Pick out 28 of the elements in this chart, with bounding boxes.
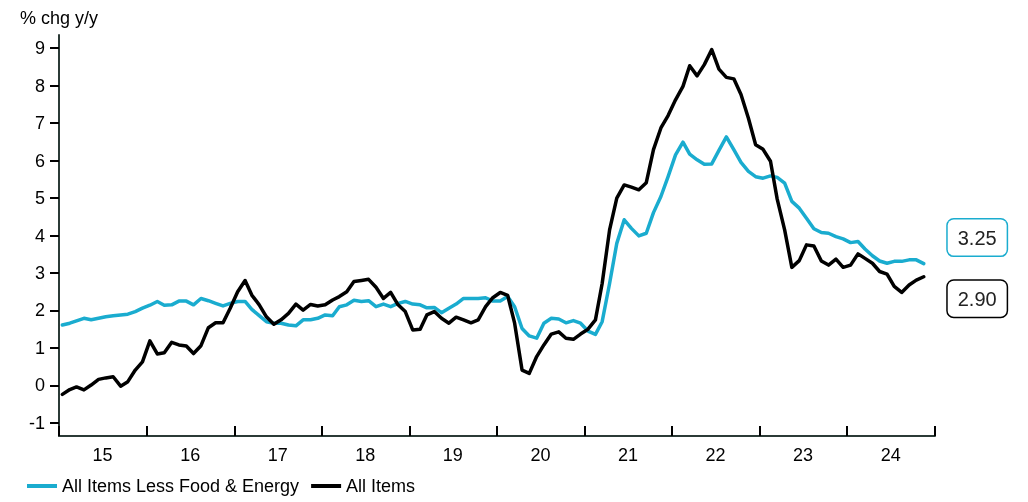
x-tick-label: 21 [618,445,639,465]
x-tick-label: 22 [705,445,726,465]
y-tick-label: 4 [34,225,45,246]
x-tick-label: 17 [267,445,288,465]
y-tick-label: 9 [34,38,45,59]
x-tick-label: 23 [793,445,814,465]
legend-label: All Items [346,476,416,496]
x-tick-label: 16 [180,445,201,465]
y-tick-label: -1 [28,412,45,433]
y-tick-label: 6 [34,150,45,171]
y-tick-label: 8 [34,75,45,96]
y-tick-label: 5 [34,188,45,209]
x-tick-label: 18 [355,445,376,465]
line-series [60,135,926,340]
x-tick-label: 15 [92,445,113,465]
x-tick-label: 20 [530,445,551,465]
x-tick-label: 24 [880,445,901,465]
y-tick-label: 0 [34,375,45,396]
y-tick-label: 1 [34,337,45,358]
legend-label: All Items Less Food & Energy [62,476,300,496]
data-label: 3.25 [957,226,997,249]
line-series [60,47,926,397]
y-tick-label: 2 [34,300,45,321]
x-tick-label: 19 [442,445,463,465]
y-axis-title: % chg y/y [19,8,99,28]
data-label: 2.90 [957,287,997,310]
y-tick-label: 3 [34,262,45,283]
y-tick-label: 7 [34,113,45,134]
